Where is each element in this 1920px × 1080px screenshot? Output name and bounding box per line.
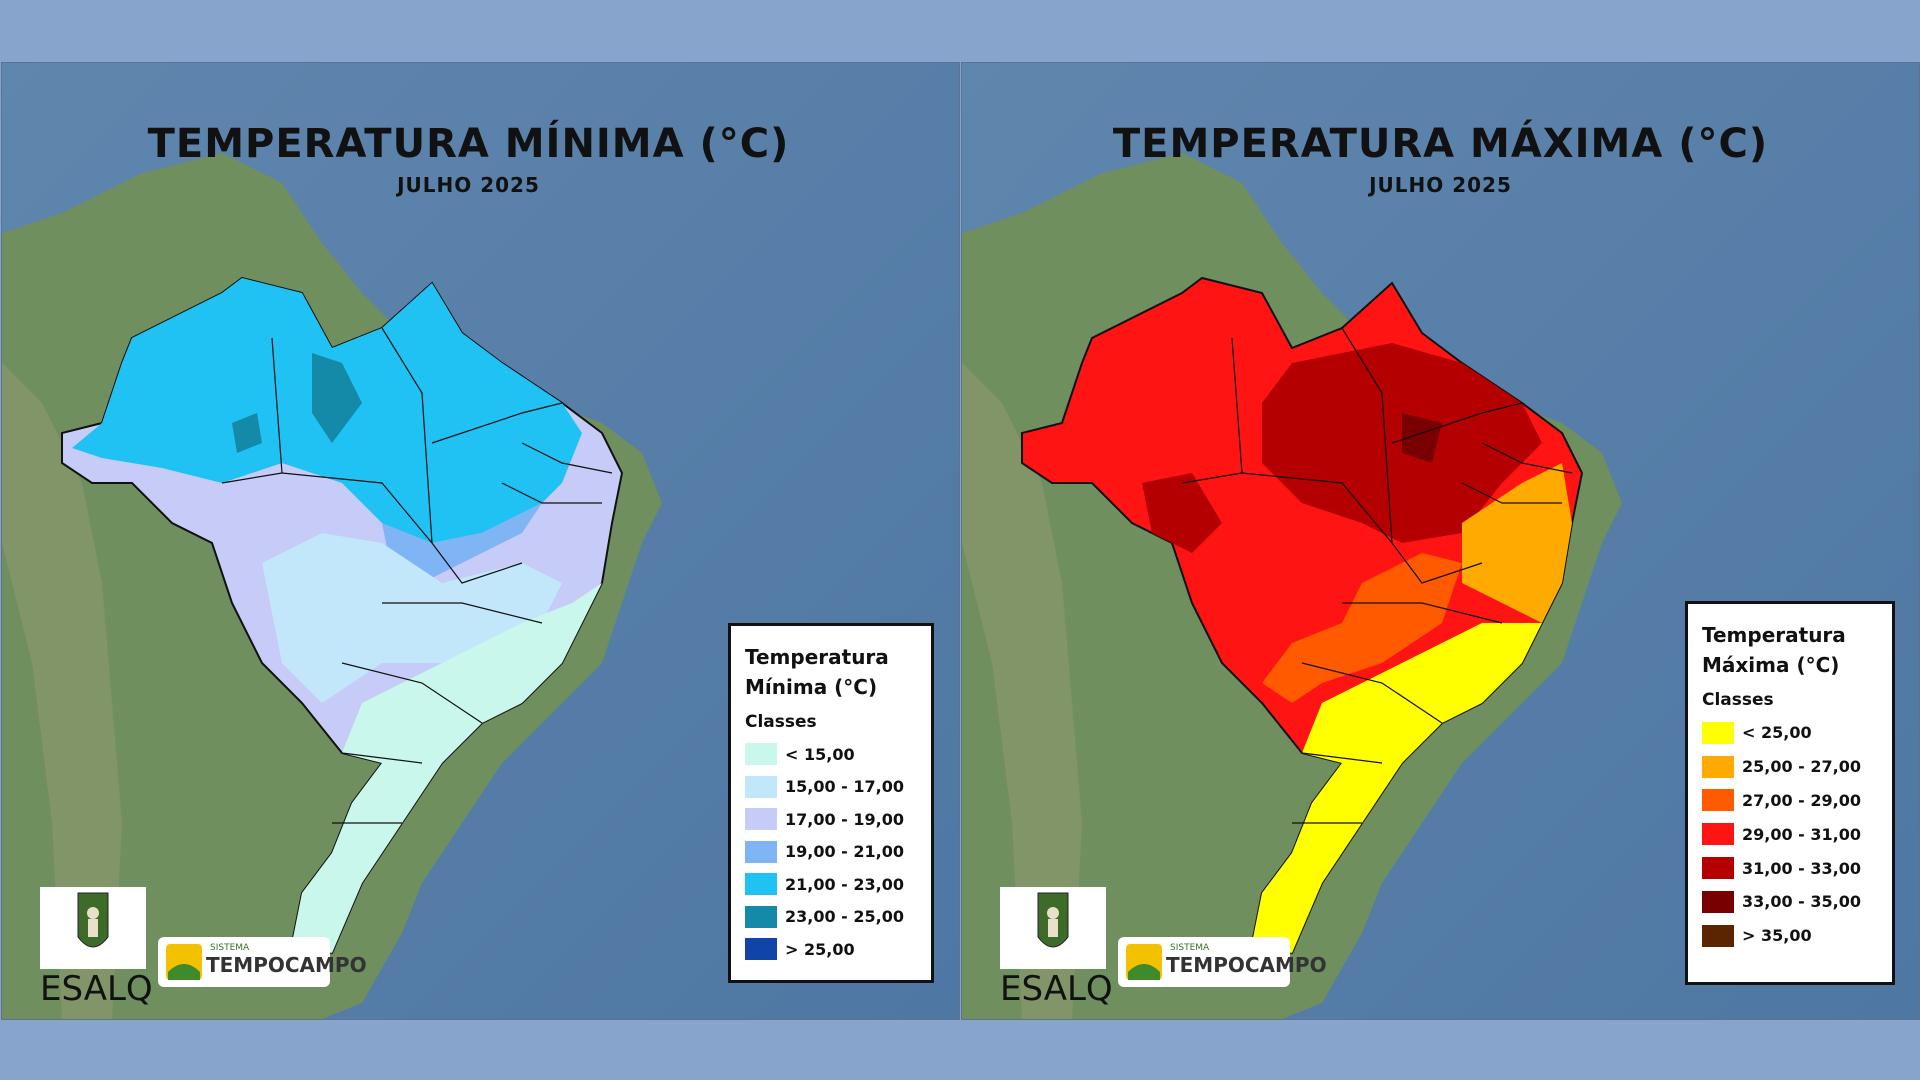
legend-label: 23,00 - 25,00 [785, 907, 904, 927]
legend-swatch [1702, 755, 1734, 778]
andes-ridge [2, 363, 122, 1019]
legend-title-line1: Temperatura [1702, 623, 1846, 647]
legend-swatch [745, 743, 777, 766]
legend-row: 19,00 - 21,00 [745, 836, 917, 869]
map-minimum [2, 63, 959, 1019]
legend-label: 21,00 - 23,00 [785, 874, 904, 894]
zone-below-15 [292, 583, 602, 953]
map-panel-maximum: TEMPERATURA MÁXIMA (°C) JULHO 2025 Tempe… [961, 62, 1920, 1020]
legend-swatch [745, 775, 777, 798]
legend-swatch [1702, 924, 1734, 947]
esalq-logo: ESALQ [1000, 887, 1113, 1009]
map-subtitle: JULHO 2025 [397, 173, 540, 197]
tempocampo-sun-icon [1126, 944, 1162, 980]
legend-swatch [745, 938, 777, 961]
zone-23-25-a [312, 353, 362, 443]
legend-label: < 15,00 [785, 744, 855, 764]
zone-33-35 [1402, 413, 1442, 463]
zone-31-33-b [1142, 473, 1222, 553]
legend-swatch [1702, 890, 1734, 913]
legend-label: 33,00 - 35,00 [1742, 892, 1861, 912]
legend-minimum: Temperatura Mínima (°C) Classes < 15,00 1… [728, 623, 934, 983]
legend-label: 19,00 - 21,00 [785, 842, 904, 862]
esalq-logo: ESALQ [40, 887, 153, 1009]
tempocampo-logo: SISTEMA TEMPOCAMPO [1118, 937, 1327, 987]
legend-row: 25,00 - 27,00 [1702, 750, 1878, 784]
andes-ridge [962, 363, 1082, 1019]
tempocampo-sun-icon [166, 944, 202, 980]
legend-swatch [745, 905, 777, 928]
legend-swatch [745, 840, 777, 863]
esalq-shield-icon [1037, 892, 1069, 948]
legend-row: < 25,00 [1702, 716, 1878, 750]
zone-15-17 [262, 533, 562, 703]
map-subtitle: JULHO 2025 [1369, 173, 1512, 197]
zone-23-25-b [232, 413, 262, 453]
map-title: TEMPERATURA MÍNIMA (°C) [147, 121, 790, 167]
legend-swatch [1702, 721, 1734, 744]
legend-maximum: Temperatura Máxima (°C) Classes < 25,00 2… [1685, 601, 1895, 985]
legend-label: 25,00 - 27,00 [1742, 757, 1861, 777]
legend-swatch [1702, 789, 1734, 812]
tempocampo-small-text: SISTEMA [1170, 943, 1210, 953]
tempocampo-logo: SISTEMA TEMPOCAMPO [158, 937, 367, 987]
legend-row: 33,00 - 35,00 [1702, 885, 1878, 919]
legend-row: < 15,00 [745, 738, 917, 771]
esalq-shield-icon [77, 892, 109, 948]
legend-title-line2: Máxima (°C) [1702, 653, 1840, 677]
legend-row: 23,00 - 25,00 [745, 901, 917, 934]
esalq-text: ESALQ [40, 969, 153, 1009]
legend-row: 17,00 - 19,00 [745, 803, 917, 836]
legend-label: 27,00 - 29,00 [1742, 790, 1861, 810]
legend-row: > 25,00 [745, 933, 917, 966]
legend-label: 29,00 - 31,00 [1742, 824, 1861, 844]
state-boundaries [221, 327, 613, 824]
brazil-region [1021, 276, 1584, 955]
tempocampo-big-text: TEMPOCAMPO [206, 953, 367, 977]
tempocampo-small-text: SISTEMA [210, 943, 250, 953]
legend-row: 15,00 - 17,00 [745, 771, 917, 804]
legend-row: 21,00 - 23,00 [745, 868, 917, 901]
legend-label: 15,00 - 17,00 [785, 777, 904, 797]
zone-19-21 [382, 503, 542, 583]
brazil-region [61, 276, 624, 955]
legend-items: < 15,00 15,00 - 17,00 17,00 - 19,00 19,00 -… [745, 738, 917, 966]
legend-swatch [745, 873, 777, 896]
legend-row: > 35,00 [1702, 919, 1878, 953]
map-title: TEMPERATURA MÁXIMA (°C) [1112, 121, 1769, 167]
legend-label: 17,00 - 19,00 [785, 809, 904, 829]
state-boundaries [1181, 327, 1573, 824]
legend-label: 31,00 - 33,00 [1742, 858, 1861, 878]
legend-label: > 35,00 [1742, 926, 1812, 946]
legend-swatch [1702, 857, 1734, 880]
legend-row: 29,00 - 31,00 [1702, 817, 1878, 851]
legend-classes-label: Classes [745, 712, 817, 732]
legend-swatch [1702, 823, 1734, 846]
legend-row: 31,00 - 33,00 [1702, 851, 1878, 885]
legend-label: < 25,00 [1742, 723, 1812, 743]
legend-title-line1: Temperatura [745, 645, 889, 669]
legend-row: 27,00 - 29,00 [1702, 784, 1878, 818]
map-panel-minimum: TEMPERATURA MÍNIMA (°C) JULHO 2025 Tempe… [1, 62, 960, 1020]
legend-classes-label: Classes [1702, 690, 1774, 710]
legend-items: < 25,00 25,00 - 27,00 27,00 - 29,00 29,00 -… [1702, 716, 1878, 953]
legend-title-line2: Mínima (°C) [745, 675, 878, 699]
esalq-text: ESALQ [1000, 969, 1113, 1009]
zone-below-25 [1252, 623, 1542, 953]
tempocampo-big-text: TEMPOCAMPO [1166, 953, 1327, 977]
legend-swatch [745, 808, 777, 831]
legend-label: > 25,00 [785, 939, 855, 959]
